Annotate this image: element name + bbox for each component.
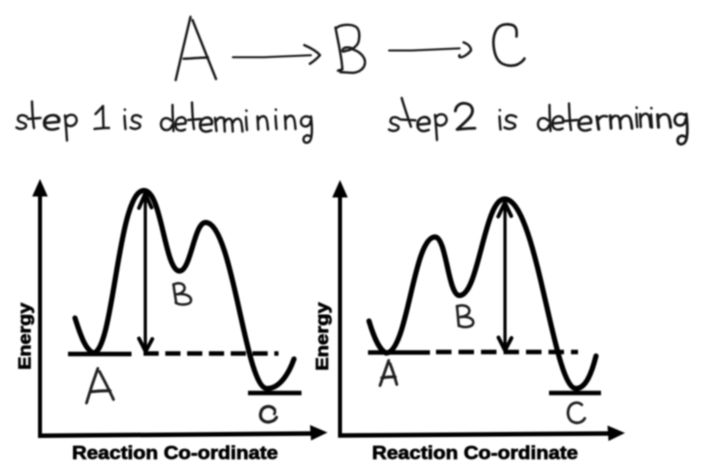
svg-text:Reaction Co-ordinate: Reaction Co-ordinate [72, 442, 278, 463]
svg-text:Energy: Energy [312, 302, 332, 371]
svg-text:Energy: Energy [14, 302, 34, 369]
svg-text:Reaction Co-ordinate: Reaction Co-ordinate [372, 442, 578, 463]
